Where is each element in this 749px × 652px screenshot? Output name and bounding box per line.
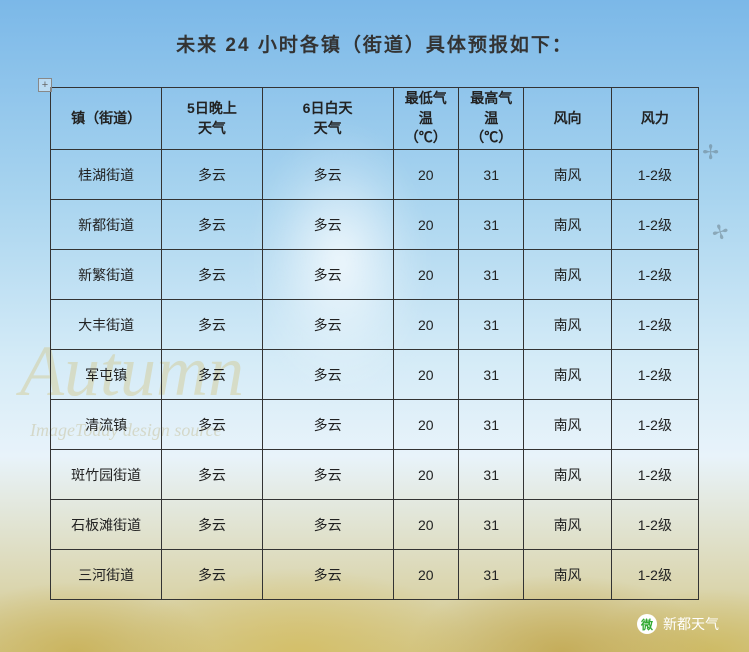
cell-night: 多云 <box>162 400 262 450</box>
cell-day: 多云 <box>262 450 393 500</box>
cell-low: 20 <box>393 250 458 300</box>
cell-force: 1-2级 <box>611 250 698 300</box>
cell-high: 31 <box>458 400 523 450</box>
page-title: 未来 24 小时各镇（街道）具体预报如下： <box>50 30 699 57</box>
cell-wind: 南风 <box>524 450 611 500</box>
table-anchor-handle[interactable]: + <box>38 78 52 92</box>
cell-town: 新都街道 <box>51 200 162 250</box>
table-row: 三河街道多云多云2031南风1-2级 <box>51 550 699 600</box>
cell-wind: 南风 <box>524 350 611 400</box>
cell-low: 20 <box>393 150 458 200</box>
col-header-wind: 风向 <box>524 88 611 150</box>
cell-wind: 南风 <box>524 400 611 450</box>
cell-high: 31 <box>458 200 523 250</box>
col-header-high: 最高气温（℃） <box>458 88 523 150</box>
cell-low: 20 <box>393 300 458 350</box>
cell-town: 新繁街道 <box>51 250 162 300</box>
cell-day: 多云 <box>262 550 393 600</box>
table-row: 桂湖街道多云多云2031南风1-2级 <box>51 150 699 200</box>
cell-low: 20 <box>393 350 458 400</box>
watermark-text: 新都天气 <box>663 614 719 634</box>
table-row: 新都街道多云多云2031南风1-2级 <box>51 200 699 250</box>
cell-wind: 南风 <box>524 250 611 300</box>
cell-night: 多云 <box>162 450 262 500</box>
cell-low: 20 <box>393 500 458 550</box>
cell-force: 1-2级 <box>611 300 698 350</box>
cell-force: 1-2级 <box>611 500 698 550</box>
cell-day: 多云 <box>262 400 393 450</box>
col-header-day: 6日白天天气 <box>262 88 393 150</box>
forecast-table: 镇（街道） 5日晚上天气 6日白天天气 最低气温（℃） 最高气温（℃） 风向 风… <box>50 87 699 600</box>
table-row: 石板滩街道多云多云2031南风1-2级 <box>51 500 699 550</box>
cell-day: 多云 <box>262 350 393 400</box>
col-header-night: 5日晚上天气 <box>162 88 262 150</box>
cell-night: 多云 <box>162 150 262 200</box>
cell-high: 31 <box>458 450 523 500</box>
cell-low: 20 <box>393 200 458 250</box>
cell-town: 军屯镇 <box>51 350 162 400</box>
table-header-row: 镇（街道） 5日晚上天气 6日白天天气 最低气温（℃） 最高气温（℃） 风向 风… <box>51 88 699 150</box>
cell-night: 多云 <box>162 550 262 600</box>
cell-force: 1-2级 <box>611 550 698 600</box>
watermark: 微 新都天气 <box>637 614 719 634</box>
cell-night: 多云 <box>162 350 262 400</box>
cell-wind: 南风 <box>524 200 611 250</box>
table-row: 军屯镇多云多云2031南风1-2级 <box>51 350 699 400</box>
col-header-town: 镇（街道） <box>51 88 162 150</box>
cell-night: 多云 <box>162 300 262 350</box>
table-row: 清流镇多云多云2031南风1-2级 <box>51 400 699 450</box>
cell-wind: 南风 <box>524 500 611 550</box>
cell-day: 多云 <box>262 200 393 250</box>
table-row: 大丰街道多云多云2031南风1-2级 <box>51 300 699 350</box>
cell-day: 多云 <box>262 250 393 300</box>
cell-wind: 南风 <box>524 150 611 200</box>
cell-wind: 南风 <box>524 300 611 350</box>
cell-high: 31 <box>458 350 523 400</box>
cell-day: 多云 <box>262 500 393 550</box>
cell-town: 石板滩街道 <box>51 500 162 550</box>
cell-low: 20 <box>393 450 458 500</box>
cell-night: 多云 <box>162 500 262 550</box>
cell-town: 清流镇 <box>51 400 162 450</box>
cell-high: 31 <box>458 300 523 350</box>
content-area: 未来 24 小时各镇（街道）具体预报如下： 镇（街道） 5日晚上天气 6日白天天… <box>0 0 749 600</box>
col-header-low: 最低气温（℃） <box>393 88 458 150</box>
cell-town: 大丰街道 <box>51 300 162 350</box>
wechat-icon: 微 <box>637 614 657 634</box>
cell-high: 31 <box>458 250 523 300</box>
cell-force: 1-2级 <box>611 350 698 400</box>
cell-day: 多云 <box>262 300 393 350</box>
table-row: 斑竹园街道多云多云2031南风1-2级 <box>51 450 699 500</box>
cell-wind: 南风 <box>524 550 611 600</box>
cell-force: 1-2级 <box>611 200 698 250</box>
cell-low: 20 <box>393 400 458 450</box>
cell-force: 1-2级 <box>611 400 698 450</box>
cell-low: 20 <box>393 550 458 600</box>
cell-force: 1-2级 <box>611 150 698 200</box>
cell-high: 31 <box>458 150 523 200</box>
cell-day: 多云 <box>262 150 393 200</box>
cell-night: 多云 <box>162 200 262 250</box>
cell-town: 斑竹园街道 <box>51 450 162 500</box>
cell-night: 多云 <box>162 250 262 300</box>
col-header-force: 风力 <box>611 88 698 150</box>
table-row: 新繁街道多云多云2031南风1-2级 <box>51 250 699 300</box>
cell-town: 桂湖街道 <box>51 150 162 200</box>
cell-force: 1-2级 <box>611 450 698 500</box>
cell-high: 31 <box>458 500 523 550</box>
cell-town: 三河街道 <box>51 550 162 600</box>
cell-high: 31 <box>458 550 523 600</box>
